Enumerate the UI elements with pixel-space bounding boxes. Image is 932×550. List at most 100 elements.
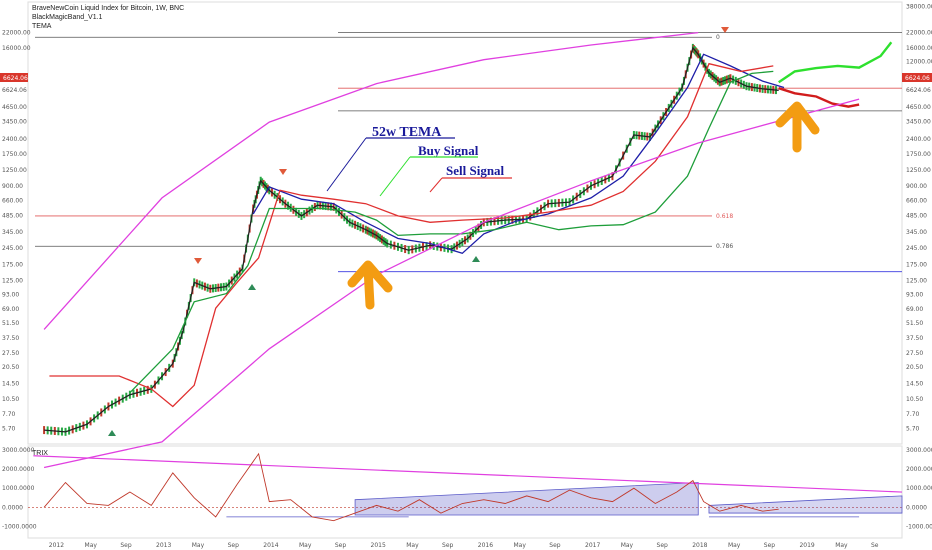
trix-channel-2 <box>708 495 903 514</box>
y-tick-right: 12000.00 <box>906 59 932 66</box>
x-tick-label: May <box>299 542 312 549</box>
y-tick-right: 345.00 <box>906 229 927 236</box>
y-tick-right: 6624.06 <box>906 87 931 94</box>
x-tick-label: Sep <box>120 542 132 549</box>
sell-band-line <box>49 62 774 408</box>
trix-y-tick-left: 1000.0000 <box>2 485 35 492</box>
y-tick-right: 14.50 <box>906 381 923 388</box>
x-tick-label: Se <box>871 542 879 549</box>
x-tick-label: May <box>513 542 526 549</box>
y-tick-right: 5.70 <box>906 425 920 432</box>
lower-panel-label: TRIX <box>32 450 48 457</box>
price-badge-left: 6624.06 <box>3 75 28 82</box>
trix-y-tick-left: -1000.0000 <box>2 523 37 530</box>
y-tick-left: 1750.00 <box>2 151 27 158</box>
price-badge-left-bg <box>0 73 28 82</box>
fib-level-label: 0.786 <box>716 243 733 250</box>
y-tick-right: 1250.00 <box>906 167 931 174</box>
y-tick-left: 5.70 <box>2 425 16 432</box>
y-tick-left: 485.00 <box>2 212 23 219</box>
x-tick-label: Sep <box>657 542 669 549</box>
x-tick-label: Sep <box>549 542 561 549</box>
y-tick-right: 51.50 <box>906 320 923 327</box>
trix-downtrend-line <box>33 455 903 493</box>
annotation-sell: Sell Signal <box>446 163 505 178</box>
annotation-tema-pointer <box>326 137 367 192</box>
y-tick-left: 20.50 <box>2 364 19 371</box>
orange-up-arrow-1 <box>347 260 393 310</box>
main-pane-frame <box>27 1 903 445</box>
y-tick-right: 37.50 <box>906 335 923 342</box>
price-badge-right-bg <box>902 73 932 82</box>
annotation-tema: 52w TEMA <box>372 125 442 140</box>
sell-marker <box>279 169 287 175</box>
y-tick-left: 900.00 <box>2 183 23 190</box>
sell-marker <box>194 258 202 264</box>
x-tick-label: May <box>621 542 634 549</box>
indicator-label-2: TEMA <box>32 23 52 30</box>
price-close-line <box>44 46 779 433</box>
x-tick-label: 2019 <box>799 542 814 549</box>
annotation-sell-pointer <box>429 177 443 193</box>
trix-y-tick-left: 3000.0000 <box>2 447 35 454</box>
orange-up-arrow-2 <box>775 101 820 153</box>
buy-marker <box>108 430 116 436</box>
x-tick-label: May <box>835 542 848 549</box>
trix-y-tick: 1000.0000 <box>906 485 932 492</box>
y-tick-left: 3450.00 <box>2 118 27 125</box>
y-tick-left: 7.70 <box>2 411 16 418</box>
y-tick-left: 1250.00 <box>2 167 27 174</box>
lower-pane-frame <box>27 445 903 539</box>
y-tick-right: 3450.00 <box>906 118 931 125</box>
y-tick-left: 22000.00 <box>2 30 31 37</box>
x-tick-label: 2016 <box>478 542 493 549</box>
x-tick-label: Sep <box>228 542 240 549</box>
y-tick-left: 175.00 <box>2 261 23 268</box>
x-tick-label: 2015 <box>371 542 386 549</box>
x-tick-label: May <box>728 542 741 549</box>
trix-y-tick: -1000.0000 <box>906 523 932 530</box>
trix-y-tick-left: 0.0000 <box>2 504 23 511</box>
y-tick-left: 14.50 <box>2 381 19 388</box>
y-tick-left: 27.50 <box>2 350 19 357</box>
y-tick-right: 245.00 <box>906 245 927 252</box>
x-tick-label: May <box>85 542 98 549</box>
y-tick-right: 10.50 <box>906 396 923 403</box>
x-tick-label: 2012 <box>49 542 64 549</box>
chart-title: BraveNewCoin Liquid Index for Bitcoin, 1… <box>32 5 184 12</box>
y-tick-right: 900.00 <box>906 183 927 190</box>
annotation-buy: Buy Signal <box>418 143 479 158</box>
y-tick-left: 660.00 <box>2 198 23 205</box>
upper-trend-arc <box>43 31 699 330</box>
y-tick-left: 93.00 <box>2 292 19 299</box>
sell-marker <box>721 27 729 33</box>
y-tick-left: 125.00 <box>2 277 23 284</box>
buy-markers <box>108 256 480 436</box>
fib-level-label: 0.618 <box>716 213 733 220</box>
trix-y-tick-left: 2000.0000 <box>2 466 35 473</box>
y-tick-right: 27.50 <box>906 350 923 357</box>
y-tick-left: 245.00 <box>2 245 23 252</box>
trix-y-tick: 0.0000 <box>906 504 927 511</box>
trix-channel-1 <box>354 482 699 516</box>
forecast-bull-line <box>778 41 893 84</box>
x-tick-label: May <box>192 542 205 549</box>
y-tick-left: 345.00 <box>2 229 23 236</box>
y-tick-right: 660.00 <box>906 198 927 205</box>
lower-trend-line <box>43 98 860 469</box>
forecast-bear-line <box>778 87 860 108</box>
y-tick-left: 4650.00 <box>2 104 27 111</box>
x-tick-label: May <box>406 542 419 549</box>
y-tick-left: 51.50 <box>2 320 19 327</box>
y-tick-left: 6624.06 <box>2 87 27 94</box>
x-tick-label: Sep <box>442 542 454 549</box>
buy-band-line <box>129 70 774 394</box>
x-tick-label: 2017 <box>585 542 600 549</box>
x-tick-label: Sep <box>335 542 347 549</box>
y-tick-right: 175.00 <box>906 261 927 268</box>
y-tick-right: 7.70 <box>906 411 920 418</box>
y-tick-left: 69.00 <box>2 306 19 313</box>
y-tick-right: 22000.00 <box>906 30 932 37</box>
trix-y-tick: 3000.0000 <box>906 447 932 454</box>
